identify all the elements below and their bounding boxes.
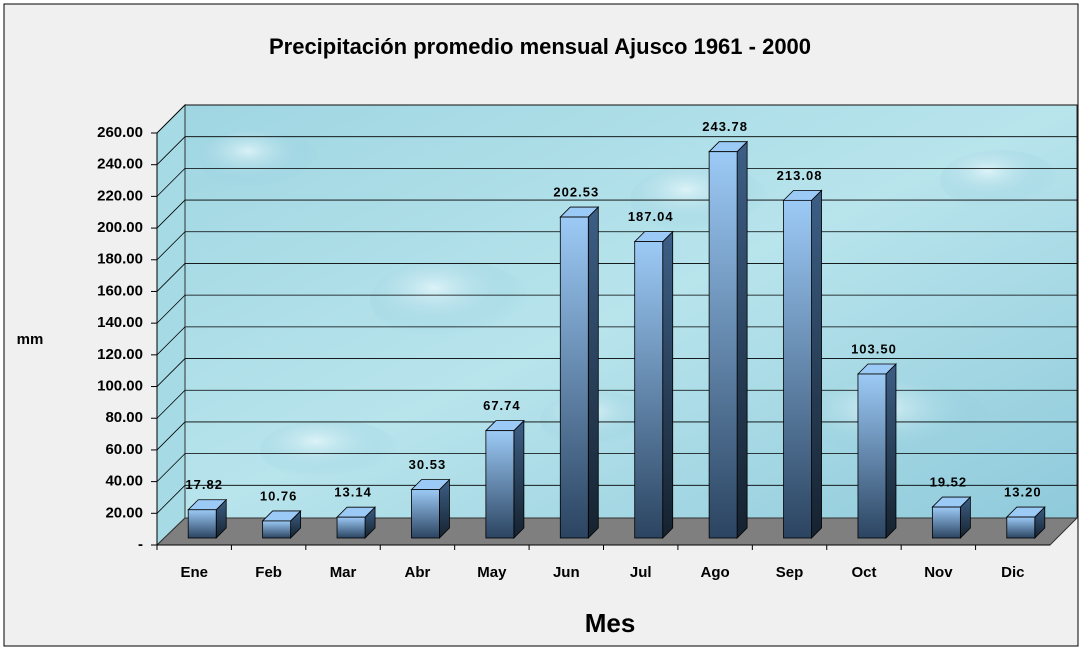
x-tick-label: May xyxy=(477,564,507,581)
y-tick-label: 100.00 xyxy=(97,378,143,395)
x-tick-label: Ene xyxy=(180,564,208,581)
value-label: 243.78 xyxy=(702,119,748,134)
y-tick-label: 60.00 xyxy=(105,441,143,458)
bar xyxy=(262,520,292,539)
value-label: 103.50 xyxy=(851,341,897,356)
y-tick-label: 20.00 xyxy=(105,504,143,521)
grid-line xyxy=(156,358,1077,387)
value-label: 187.04 xyxy=(628,209,674,224)
grid-line xyxy=(156,389,1077,419)
x-tick-label: Dic xyxy=(1001,564,1024,581)
bar xyxy=(485,430,515,539)
value-label: 13.20 xyxy=(1004,485,1042,500)
value-label: 30.53 xyxy=(409,457,447,472)
y-tick-label: 260.00 xyxy=(97,124,143,141)
grid-line xyxy=(156,231,1077,261)
y-tick-label: 200.00 xyxy=(97,219,143,236)
grid-line xyxy=(156,294,1077,324)
x-tick-label: Oct xyxy=(851,564,876,581)
x-axis-label: Mes xyxy=(585,608,636,638)
grid-line xyxy=(156,326,1077,356)
bar-side xyxy=(885,363,897,539)
bar xyxy=(187,509,217,539)
x-tick-label: Ago xyxy=(701,564,730,581)
grid-line xyxy=(156,263,1077,292)
y-tick-label: - xyxy=(138,536,143,553)
bar xyxy=(559,216,589,539)
y-tick-label: 40.00 xyxy=(105,473,143,490)
y-tick-label: 120.00 xyxy=(97,346,143,363)
grid-line xyxy=(156,104,1077,134)
grid-line xyxy=(156,484,1077,514)
bar xyxy=(1006,516,1036,539)
grid-line xyxy=(156,199,1077,229)
bar xyxy=(708,151,738,539)
bar-side xyxy=(587,206,599,539)
x-tick-label: Feb xyxy=(255,564,282,581)
x-tick-label: Mar xyxy=(330,564,357,581)
x-tick-label: Abr xyxy=(405,564,431,581)
y-tick-label: 80.00 xyxy=(105,409,143,426)
bar xyxy=(931,506,961,539)
y-tick-label: 180.00 xyxy=(97,251,143,268)
side-wall xyxy=(156,103,186,547)
x-tick-label: Jun xyxy=(553,564,580,581)
grid-line xyxy=(156,167,1077,197)
bar xyxy=(783,199,812,539)
grid-line xyxy=(156,136,1077,165)
x-tick-label: Sep xyxy=(776,564,804,581)
bar xyxy=(857,373,887,539)
y-tick-label: 240.00 xyxy=(97,156,143,173)
bar xyxy=(336,516,366,539)
y-tick-label: 220.00 xyxy=(97,187,143,204)
bar-side xyxy=(662,230,674,539)
value-label: 67.74 xyxy=(483,398,521,413)
grid-line xyxy=(156,453,1077,482)
bar xyxy=(411,489,440,539)
y-tick-label: 140.00 xyxy=(97,314,143,331)
value-label: 10.76 xyxy=(260,488,298,503)
value-label: 17.82 xyxy=(185,477,223,492)
value-label: 202.53 xyxy=(553,185,599,200)
y-tick-label: 160.00 xyxy=(97,282,143,299)
grid-line xyxy=(156,421,1077,451)
y-axis-label: mm xyxy=(17,331,44,348)
chart-title: Precipitación promedio mensual Ajusco 19… xyxy=(269,34,811,59)
bar xyxy=(634,241,664,539)
x-tick-label: Jul xyxy=(630,564,652,581)
x-tick-label: Nov xyxy=(924,564,953,581)
bar-side xyxy=(811,189,822,539)
value-label: 19.52 xyxy=(930,475,968,490)
value-label: 13.14 xyxy=(334,485,372,500)
bar-side xyxy=(513,419,525,539)
bar-side xyxy=(736,140,748,539)
value-label: 213.08 xyxy=(777,168,823,183)
